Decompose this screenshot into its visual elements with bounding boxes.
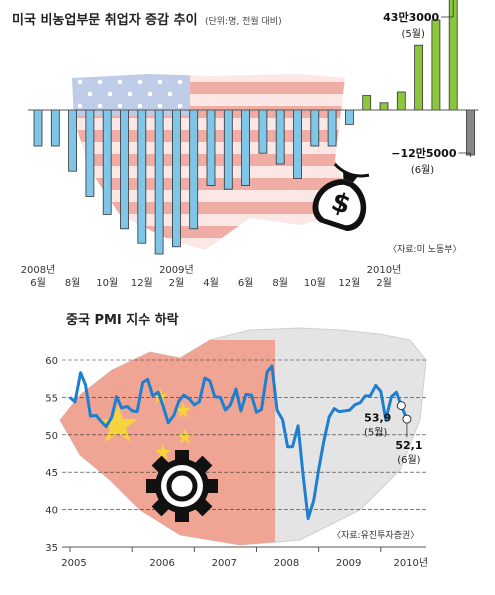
y-tick-5: 60 bbox=[45, 356, 58, 367]
bar-4 bbox=[102, 109, 112, 215]
x-tick-3: 2008 bbox=[274, 558, 299, 569]
bar-12 bbox=[241, 109, 251, 186]
bar-23 bbox=[431, 19, 441, 111]
annotation-value-1: −12만5000 bbox=[391, 146, 457, 160]
gear-icon bbox=[146, 450, 218, 522]
pmi-series-line bbox=[68, 364, 409, 521]
bar-20 bbox=[379, 102, 389, 111]
annotation-marker-1 bbox=[402, 414, 412, 424]
us-payroll-chart: 미국 비농업부문 취업자 증감 추이 (단위:명, 전월 대비) 43만3000… bbox=[12, 0, 479, 289]
bar-0 bbox=[33, 109, 43, 147]
bar-9 bbox=[189, 109, 199, 230]
bar-25 bbox=[466, 109, 475, 156]
y-axis-ticks: 35 40 45 50 55 60 bbox=[45, 356, 58, 554]
bar-3 bbox=[85, 109, 95, 197]
x-tick-8-0: 10월 bbox=[304, 277, 326, 289]
annotation-period-1: (6월) bbox=[397, 454, 420, 466]
x-tick-0-1: 6월 bbox=[30, 277, 46, 289]
annotation-period-1: (6월) bbox=[411, 164, 434, 176]
bars-group bbox=[33, 0, 475, 255]
bar-11 bbox=[223, 109, 233, 190]
money-bag-icon: $ bbox=[312, 162, 370, 231]
x-tick-1-0: 8월 bbox=[65, 277, 81, 289]
bar-15 bbox=[293, 109, 302, 179]
chart2-title: 중국 PMI 지수 하락 bbox=[66, 312, 179, 328]
y-tick-3: 50 bbox=[45, 431, 58, 442]
bar-1 bbox=[50, 109, 60, 147]
y-tick-2: 45 bbox=[45, 468, 58, 479]
x-tick-3-0: 12월 bbox=[131, 277, 153, 289]
annotation-period-0: (5월) bbox=[402, 28, 425, 40]
bar-13 bbox=[258, 109, 268, 154]
china-flag-overlay bbox=[60, 340, 275, 545]
x-tick-0-0: 2008년 bbox=[21, 264, 56, 276]
bar-22 bbox=[414, 44, 424, 111]
x-tick-2: 2007 bbox=[212, 558, 237, 569]
bar-21 bbox=[396, 91, 406, 111]
x-tick-4-1: 2월 bbox=[169, 277, 185, 289]
x-tick-1: 2006 bbox=[149, 558, 174, 569]
x-tick-5-0: 4월 bbox=[203, 277, 219, 289]
annotation-marker-0 bbox=[396, 401, 406, 411]
bar-18 bbox=[344, 109, 354, 125]
chart1-source: 〈자료:미 노동부〉 bbox=[388, 244, 462, 255]
y-tick-1: 40 bbox=[45, 506, 58, 517]
y-tick-0: 35 bbox=[45, 543, 58, 554]
y-tick-4: 55 bbox=[45, 393, 58, 404]
x-tick-4-0: 2009년 bbox=[159, 264, 194, 276]
bar-5 bbox=[120, 109, 129, 230]
x-tick-9-0: 12월 bbox=[338, 277, 360, 289]
x-tick-4: 2009 bbox=[336, 558, 361, 569]
chart1-title: 미국 비농업부문 취업자 증감 추이 bbox=[12, 12, 198, 28]
annotation-period-0: (5월) bbox=[364, 427, 387, 439]
x-tick-10-0: 2010년 bbox=[367, 264, 402, 276]
bar-19 bbox=[362, 95, 372, 111]
x-tick-0: 2005 bbox=[61, 558, 86, 569]
bar-7 bbox=[154, 109, 164, 255]
bar-10 bbox=[206, 109, 216, 186]
chart2-source: 〈자료:유진투자증권〉 bbox=[332, 529, 419, 541]
x-tick-10-1: 2월 bbox=[376, 277, 392, 289]
x-tick-6-0: 6월 bbox=[238, 277, 254, 289]
chart1-subtitle: (단위:명, 전월 대비) bbox=[205, 15, 282, 27]
x-tick-7-0: 8월 bbox=[272, 277, 288, 289]
bar-17 bbox=[327, 109, 337, 147]
x-axis-ticks: 2005 2006 2007 2008 2009 2010년 bbox=[61, 547, 428, 569]
annotation-value-0: 43만3000 bbox=[383, 10, 439, 24]
bar-14 bbox=[275, 109, 285, 165]
annotation-value-0: 53,9 bbox=[364, 412, 391, 425]
bar-16 bbox=[310, 109, 320, 147]
bar-annotations: 43만3000 (5월) −12만5000 (6월) bbox=[383, 0, 471, 176]
annotation-value-1: 52,1 bbox=[395, 439, 422, 452]
x-tick-2-0: 10월 bbox=[96, 277, 118, 289]
bar-6 bbox=[137, 109, 147, 244]
pmi-annotations: 53,9 (5월) 52,1 (6월) bbox=[364, 401, 422, 466]
bar-2 bbox=[68, 109, 77, 172]
bar-8 bbox=[171, 109, 181, 248]
x-tick-5: 2010년 bbox=[393, 557, 428, 569]
